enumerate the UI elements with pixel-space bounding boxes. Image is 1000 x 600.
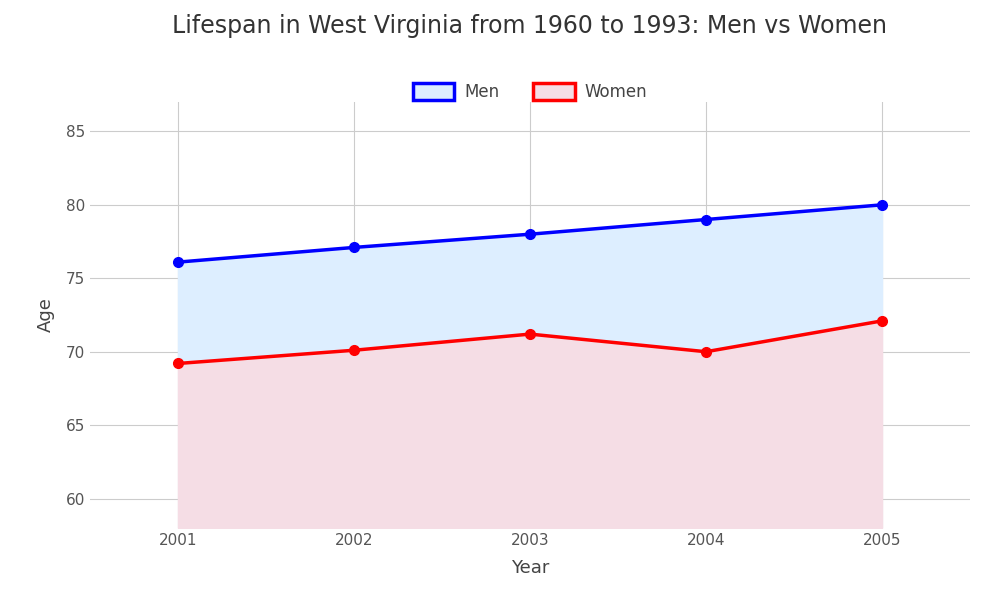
- Title: Lifespan in West Virginia from 1960 to 1993: Men vs Women: Lifespan in West Virginia from 1960 to 1…: [173, 14, 888, 38]
- Legend: Men, Women: Men, Women: [406, 76, 654, 108]
- Y-axis label: Age: Age: [37, 298, 55, 332]
- X-axis label: Year: Year: [511, 559, 549, 577]
